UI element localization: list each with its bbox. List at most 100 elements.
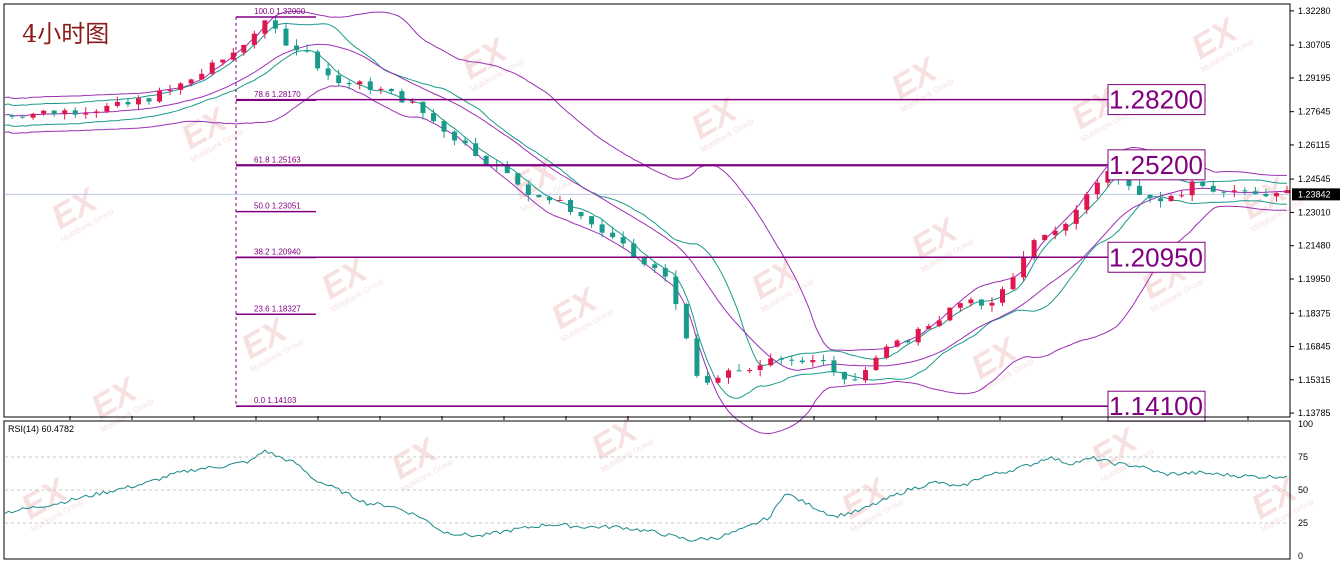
candle-body xyxy=(578,212,584,217)
candle-body xyxy=(599,224,605,233)
candle-body xyxy=(567,200,573,213)
candle-body xyxy=(1168,196,1174,202)
candle-body xyxy=(1042,234,1048,241)
candle-body xyxy=(441,121,447,132)
candle-body xyxy=(905,340,911,343)
candle-body xyxy=(652,264,658,269)
candle-body xyxy=(873,357,879,371)
candle-body xyxy=(610,232,616,238)
candle-body xyxy=(936,320,942,327)
price-tick-label: 1.24545 xyxy=(1298,174,1331,184)
key-level-box xyxy=(1107,390,1206,422)
candle-body xyxy=(1073,209,1079,224)
candle-body xyxy=(1000,289,1006,303)
candle-body xyxy=(283,28,289,46)
candle-body xyxy=(462,140,468,144)
candle-body xyxy=(346,83,352,85)
candle-body xyxy=(251,33,257,45)
candle-body xyxy=(831,360,837,372)
candle-body xyxy=(399,91,405,103)
candle-body xyxy=(30,113,36,118)
candle-body xyxy=(1031,240,1037,258)
price-grid xyxy=(5,193,1289,420)
candle-body xyxy=(135,98,141,105)
candle-body xyxy=(1273,193,1279,197)
candle-body xyxy=(51,110,57,115)
key-level-label: 1.25200 xyxy=(1109,150,1203,180)
candle-body xyxy=(757,365,763,370)
candle-body xyxy=(915,328,921,343)
key-level-box xyxy=(1107,149,1206,181)
candle-body xyxy=(536,195,542,198)
price-tick-label: 1.16845 xyxy=(1298,342,1331,352)
candle-body xyxy=(1210,185,1216,192)
candle-body xyxy=(220,59,226,63)
candle-body xyxy=(810,360,816,363)
fibonacci-levels: 100.0 1.32000 78.6 1.28170 61.8 1.25163 50.… xyxy=(235,7,1106,407)
candle-body xyxy=(546,197,552,201)
candle-body xyxy=(178,83,184,90)
candle-body xyxy=(209,62,215,74)
candle-body xyxy=(315,51,321,69)
candle-body xyxy=(146,98,152,102)
candle-body xyxy=(884,346,890,358)
candle-body xyxy=(947,307,953,321)
fib-label: 50.0 1.23051 xyxy=(254,202,301,211)
rsi-pane-frame xyxy=(3,420,1291,560)
candle-body xyxy=(1263,193,1269,197)
candle-body xyxy=(694,338,700,376)
inner-lower-band xyxy=(4,49,1287,399)
candle-body xyxy=(83,113,89,115)
main-pane-frame xyxy=(3,3,1291,418)
candle-body xyxy=(673,276,679,305)
candle-body xyxy=(241,44,247,53)
candle-body xyxy=(1094,182,1100,195)
candle-body xyxy=(852,379,858,381)
candle-body xyxy=(715,377,721,383)
fib-label: 78.6 1.28170 xyxy=(254,90,301,99)
candle-body xyxy=(989,302,995,306)
current-price-label: 1.23842 xyxy=(1298,189,1331,199)
candle-body xyxy=(515,173,521,185)
candle-body xyxy=(157,90,163,102)
rsi-tick-label: 100 xyxy=(1298,419,1313,429)
candle-body xyxy=(1010,277,1016,290)
price-tick-label: 1.18375 xyxy=(1298,308,1331,318)
key-level-label: 1.14100 xyxy=(1109,391,1203,421)
candle-body xyxy=(768,358,774,366)
candle-body xyxy=(483,155,489,165)
candle-body xyxy=(778,358,784,360)
candle-body xyxy=(262,20,268,34)
candle-body xyxy=(304,50,310,52)
middle-band xyxy=(4,43,1287,371)
candle-body xyxy=(641,257,647,265)
candle-body xyxy=(1158,198,1164,202)
candle-body xyxy=(473,143,479,156)
candle-body xyxy=(525,184,531,196)
candle-body xyxy=(409,101,415,103)
candle-body xyxy=(104,105,110,112)
candle-body xyxy=(704,375,710,383)
rsi-tick-label: 75 xyxy=(1298,452,1308,462)
candle-body xyxy=(1221,191,1227,193)
candle-body xyxy=(841,371,847,380)
candle-body xyxy=(1200,181,1206,186)
candle-body xyxy=(557,200,563,202)
fib-label: 38.2 1.20940 xyxy=(254,247,301,256)
price-tick-label: 1.15315 xyxy=(1298,375,1331,385)
outer-upper-band xyxy=(4,10,1287,351)
candle-body xyxy=(336,75,342,84)
rsi-line xyxy=(4,449,1288,542)
candle-body xyxy=(968,299,974,304)
candle-body xyxy=(420,101,426,114)
candle-body xyxy=(199,73,205,80)
